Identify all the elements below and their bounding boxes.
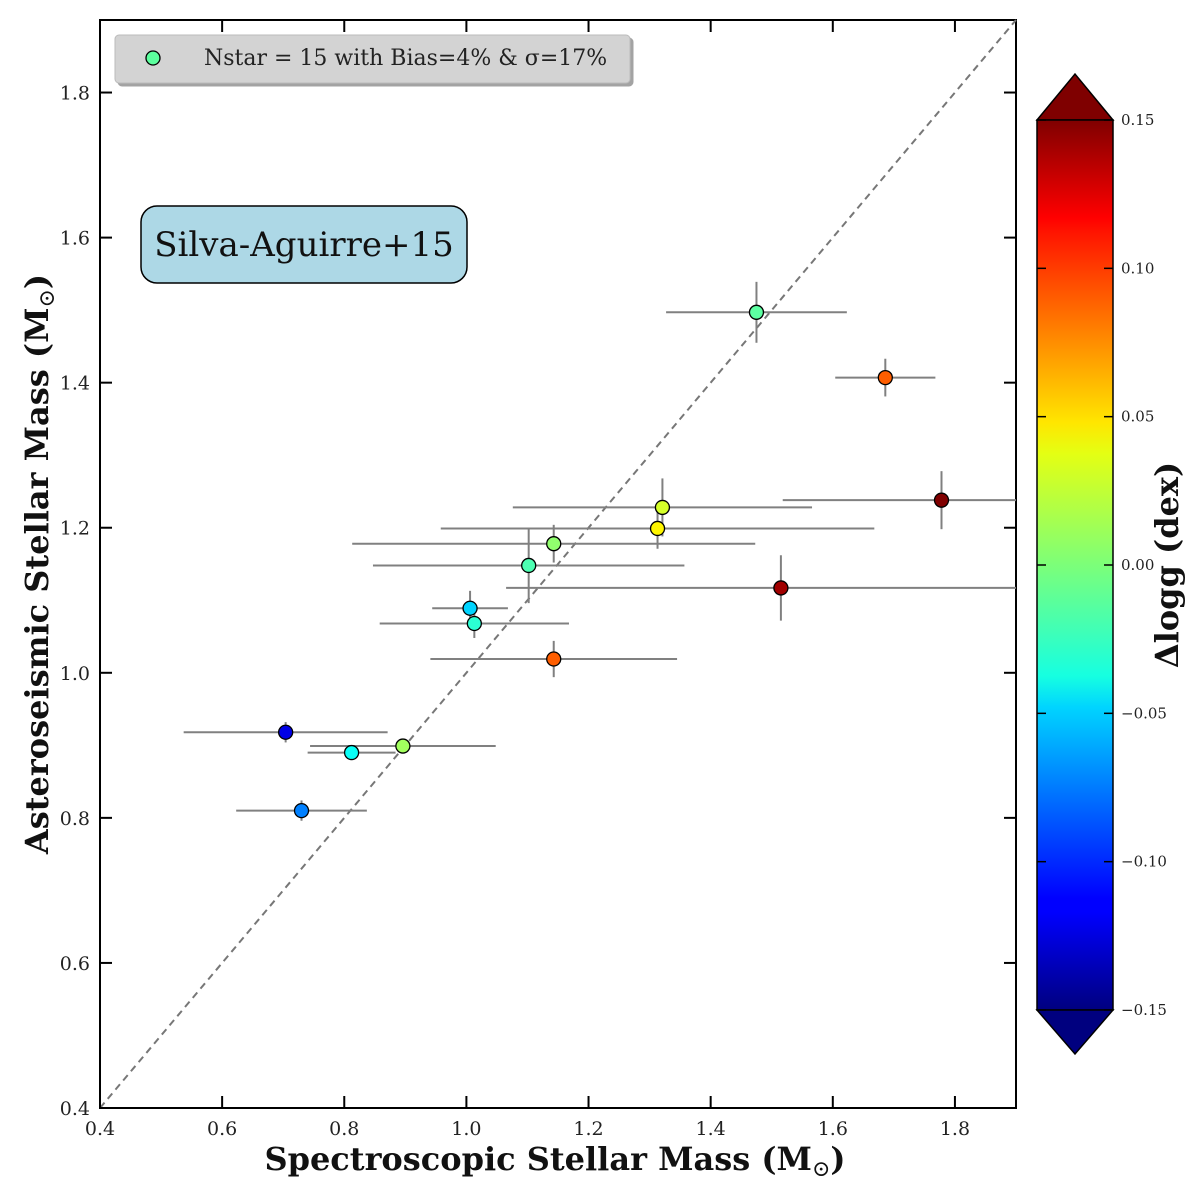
colorbar-tick-label: 0.05	[1121, 408, 1154, 426]
y-tick-label: 0.4	[60, 1098, 90, 1120]
x-tick-label: 0.8	[329, 1118, 359, 1140]
data-point	[293, 802, 310, 819]
y-axis-title: Asteroseismic Stellar Mass (M⊙)	[18, 274, 60, 855]
x-tick-label: 1.2	[573, 1118, 603, 1140]
colorbar-title: Δlogg (dex)	[1148, 462, 1186, 668]
x-tick-label: 1.0	[451, 1118, 481, 1140]
colorbar-top-extension	[1035, 72, 1115, 121]
y-tick-label: 1.6	[60, 228, 90, 250]
y-tick-label: 0.6	[60, 953, 90, 975]
legend-label: Nstar = 15 with Bias=4% & σ=17%	[204, 46, 607, 71]
legend-marker	[145, 50, 161, 66]
x-tick-label: 0.4	[85, 1118, 115, 1140]
data-point	[773, 580, 789, 596]
data-point	[877, 369, 893, 386]
colorbar-tick-label: −0.05	[1121, 704, 1167, 722]
data-point	[462, 600, 478, 616]
x-tick-label: 1.4	[696, 1118, 726, 1140]
data-point	[546, 536, 562, 552]
data-point	[654, 499, 671, 516]
data-point	[395, 738, 411, 754]
source-annotation: Silva-Aguirre+15	[140, 205, 468, 284]
colorbar-tick-label: 0.00	[1121, 556, 1154, 574]
plot-frame	[99, 19, 1017, 1109]
data-point	[546, 651, 562, 667]
data-point	[933, 492, 950, 508]
annotation-label: Silva-Aguirre+15	[154, 225, 453, 265]
annotation-box	[140, 205, 468, 284]
data-point	[466, 615, 482, 632]
data-point	[748, 304, 765, 320]
colorbar-tick-label: 0.15	[1121, 111, 1154, 129]
y-tick-label: 1.8	[60, 83, 90, 105]
colorbar-tick-label: −0.15	[1121, 1001, 1167, 1019]
data-points	[277, 304, 950, 819]
colorbar-tick-label: 0.10	[1121, 259, 1154, 277]
axis-ticks	[99, 20, 1016, 1109]
one-to-one-reference-line	[99, 19, 1017, 1109]
y-tick-label: 1.4	[60, 373, 90, 395]
x-axis-title: Spectroscopic Stellar Mass (M⊙)	[264, 1140, 845, 1182]
error-bars	[183, 281, 1016, 821]
data-point	[649, 520, 666, 537]
legend: Nstar = 15 with Bias=4% & σ=17%	[114, 34, 631, 84]
data-point	[277, 724, 294, 740]
colorbar-tick-label: −0.10	[1121, 853, 1167, 871]
axis-tick-labels: 0.4 0.6 0.8 1.0 1.2 1.4 1.6 1.8 0.4 0.6 0.8 1.0 1.2 1…	[60, 83, 970, 1140]
y-tick-label: 0.8	[60, 808, 90, 830]
y-tick-label: 1.0	[60, 663, 90, 685]
legend-box	[114, 34, 631, 84]
x-tick-label: 1.6	[818, 1118, 848, 1140]
data-point	[343, 744, 360, 761]
y-tick-label: 1.2	[60, 518, 90, 540]
x-tick-label: 1.8	[940, 1118, 970, 1140]
colorbar-bottom-extension	[1035, 1009, 1115, 1056]
data-point	[521, 557, 537, 574]
colorbar: 0.15 0.10 0.05 0.00 −0.05 −0.10 −0.15 Δlogg (d…	[1035, 72, 1186, 1056]
x-tick-label: 0.6	[207, 1118, 237, 1140]
colorbar-gradient	[1036, 119, 1114, 1011]
colorbar-ticks: 0.15 0.10 0.05 0.00 −0.05 −0.10 −0.15	[1037, 111, 1167, 1019]
